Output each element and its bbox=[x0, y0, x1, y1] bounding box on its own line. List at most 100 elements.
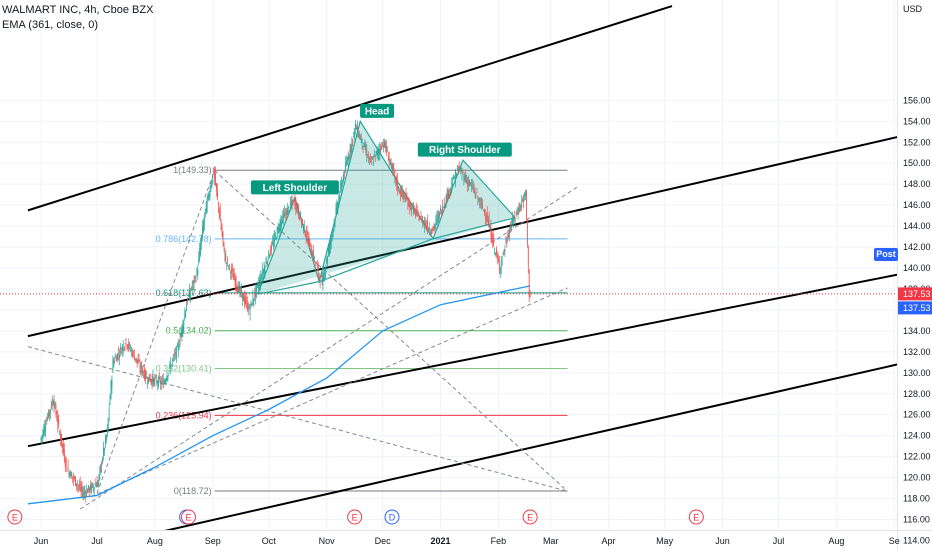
candle-body bbox=[329, 240, 331, 247]
candle-body bbox=[73, 475, 75, 480]
candle-body bbox=[338, 197, 340, 207]
last-price-text: 137.53 bbox=[903, 289, 931, 299]
candle-body bbox=[449, 188, 451, 192]
candle-body bbox=[467, 179, 469, 186]
candle-body bbox=[289, 201, 291, 206]
candle-body bbox=[365, 148, 367, 152]
candle-body bbox=[162, 380, 164, 388]
candle-body bbox=[454, 178, 455, 180]
earnings-event-icon[interactable]: E bbox=[688, 509, 704, 525]
candle-body bbox=[49, 409, 51, 413]
candle-body bbox=[347, 156, 349, 165]
candle-body bbox=[168, 371, 170, 372]
candle-body bbox=[490, 226, 492, 239]
candle-body bbox=[526, 190, 527, 220]
candle-body bbox=[201, 235, 202, 245]
candle-body bbox=[515, 211, 517, 213]
candle-body bbox=[231, 267, 232, 274]
candle-body bbox=[448, 193, 450, 196]
candle-body bbox=[135, 357, 137, 360]
candle-body bbox=[149, 378, 151, 382]
candle-body bbox=[197, 269, 199, 276]
candle-body bbox=[470, 184, 472, 186]
candle-body bbox=[325, 266, 327, 272]
candle-body bbox=[283, 213, 285, 223]
candle-body bbox=[159, 377, 160, 380]
candle-body bbox=[115, 357, 117, 358]
indicator-label: EMA (361, close, 0) bbox=[2, 19, 98, 31]
dividend-event-icon[interactable]: D bbox=[384, 509, 400, 525]
earnings-event-icon[interactable]: E bbox=[180, 509, 196, 525]
candle-body bbox=[459, 168, 461, 172]
candle-body bbox=[401, 190, 403, 192]
candle-body bbox=[445, 195, 447, 204]
candle-body bbox=[273, 234, 275, 244]
candle-body bbox=[130, 350, 132, 351]
candle-body bbox=[117, 353, 118, 361]
candle-body bbox=[202, 226, 203, 239]
candle-body bbox=[219, 210, 221, 222]
candle-body bbox=[313, 250, 314, 261]
candle-body bbox=[488, 218, 490, 228]
candle-body bbox=[484, 216, 486, 219]
candle-body bbox=[501, 260, 503, 261]
candle-body bbox=[416, 209, 418, 211]
candle-body bbox=[112, 359, 114, 373]
candle-body bbox=[244, 296, 245, 304]
candle-body bbox=[228, 266, 230, 268]
candle-body bbox=[200, 243, 202, 255]
candle-body bbox=[285, 213, 286, 215]
y-tick-label: 134.00 bbox=[903, 326, 931, 336]
x-tick-label: 2021 bbox=[431, 536, 451, 546]
candle-body bbox=[79, 483, 81, 490]
candle-body bbox=[414, 208, 415, 210]
candle-body bbox=[369, 157, 370, 160]
candle-body bbox=[392, 164, 394, 171]
candle-body bbox=[383, 145, 384, 148]
candle-body bbox=[274, 234, 276, 237]
candle-body bbox=[330, 232, 332, 242]
candle-body bbox=[196, 269, 198, 276]
candle-body bbox=[85, 493, 87, 496]
candle-body bbox=[494, 248, 496, 250]
candle-body bbox=[302, 224, 304, 228]
candle-body bbox=[98, 475, 100, 483]
candle-body bbox=[521, 201, 523, 206]
candle-body bbox=[414, 209, 416, 216]
candle-body bbox=[99, 468, 101, 474]
candle-body bbox=[269, 255, 271, 258]
earnings-event-icon[interactable]: E bbox=[522, 509, 538, 525]
candle-body bbox=[203, 215, 205, 224]
candle-body bbox=[442, 206, 444, 208]
candle-body bbox=[298, 206, 300, 217]
candle-body bbox=[324, 273, 326, 279]
pattern-label: Right Shoulder bbox=[417, 142, 512, 157]
candle-body bbox=[249, 308, 251, 315]
candle-body bbox=[108, 408, 110, 416]
fib-level-label: 0.5(134.02) bbox=[166, 326, 212, 336]
candle-body bbox=[428, 228, 430, 231]
candle-body bbox=[357, 133, 359, 137]
candle-body bbox=[189, 292, 191, 298]
candle-body bbox=[301, 219, 303, 223]
candle-body bbox=[178, 345, 180, 350]
candle-body bbox=[163, 381, 165, 384]
y-tick-label: 140.00 bbox=[903, 263, 931, 273]
pattern-label-text: Head bbox=[365, 106, 389, 117]
candle-body bbox=[284, 212, 286, 216]
fib-level-label: 0.618(137.63) bbox=[156, 288, 212, 298]
candle-body bbox=[105, 436, 106, 446]
earnings-event-icon[interactable]: E bbox=[347, 509, 363, 525]
candle-body bbox=[61, 433, 62, 446]
candle-body bbox=[81, 485, 83, 492]
candle-body bbox=[224, 252, 226, 261]
candle-body bbox=[303, 224, 305, 230]
candle-body bbox=[476, 192, 478, 194]
candle-body bbox=[357, 126, 358, 134]
candle-body bbox=[77, 485, 79, 487]
y-tick-label: 114.00 bbox=[903, 536, 930, 546]
earnings-event-icon[interactable]: E bbox=[7, 509, 23, 525]
candle-body bbox=[305, 233, 307, 237]
candle-body bbox=[70, 471, 72, 477]
